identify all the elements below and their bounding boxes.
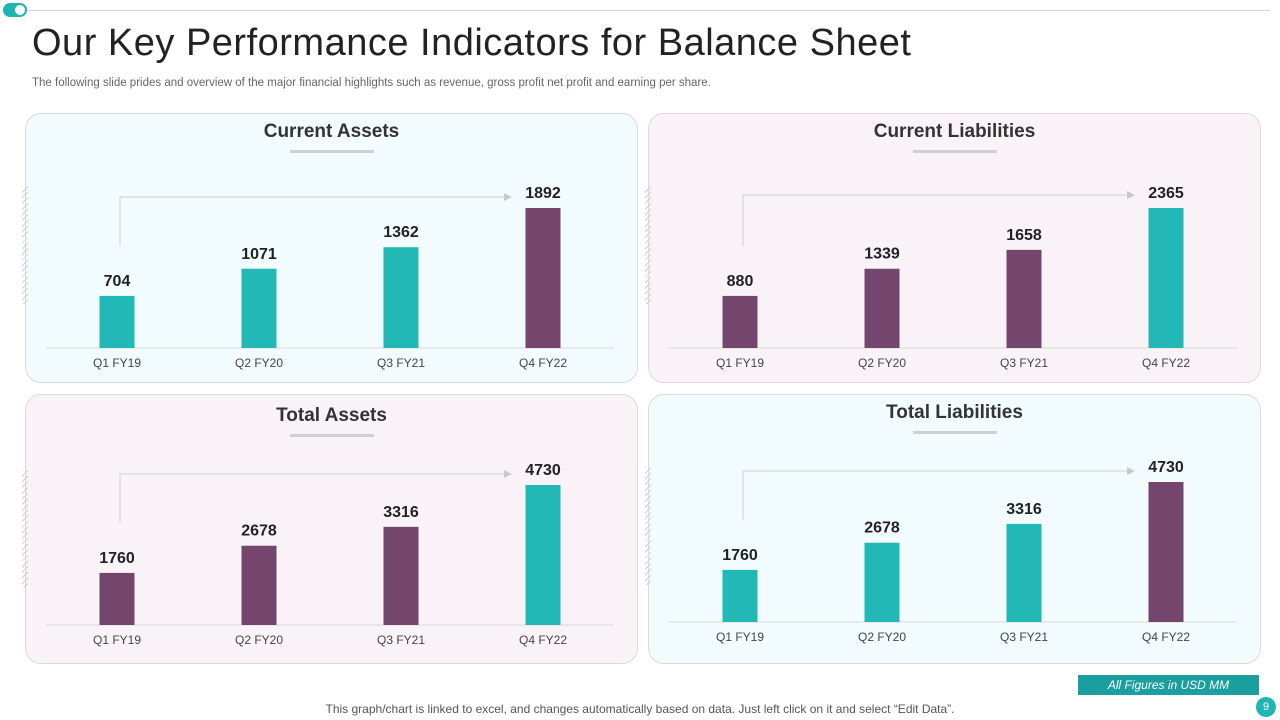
bar-q4-fy22[interactable] bbox=[525, 208, 561, 348]
trend-arrow bbox=[742, 467, 1135, 520]
chart-panel-total-liabilities[interactable]: Total Liabilities 1760 Q1 FY19 2678 Q2 FY20… bbox=[645, 394, 1261, 664]
bar-value-label: 1760 bbox=[99, 550, 135, 567]
x-tick-label: Q4 FY22 bbox=[519, 633, 567, 647]
bar-chart-total-assets[interactable]: 1760 Q1 FY19 2678 Q2 FY20 3316 Q3 FY21 4730 Q4 … bbox=[26, 395, 637, 663]
bar-q1-fy19[interactable] bbox=[722, 569, 758, 622]
chart-panel-current-liabilities[interactable]: Current Liabilities 880 Q1 FY19 1339 Q2 FY2… bbox=[645, 113, 1261, 383]
x-tick-label: Q3 FY21 bbox=[1000, 630, 1048, 644]
trend-arrow bbox=[119, 193, 512, 246]
bar-value-label: 1658 bbox=[1006, 227, 1042, 244]
bar-q4-fy22[interactable] bbox=[1148, 482, 1184, 622]
bar-value-label: 2678 bbox=[241, 523, 277, 540]
bar-q2-fy20[interactable] bbox=[864, 268, 900, 348]
top-divider bbox=[26, 10, 1270, 11]
x-tick-label: Q3 FY21 bbox=[377, 356, 425, 370]
bar-q1-fy19[interactable] bbox=[99, 295, 135, 348]
bar-chart-current-liabilities[interactable]: 880 Q1 FY19 1339 Q2 FY20 1658 Q3 FY21 2365 Q4 F… bbox=[649, 114, 1260, 382]
bar-value-label: 3316 bbox=[383, 504, 419, 521]
bar-value-label: 4730 bbox=[1148, 459, 1184, 476]
bar-value-label: 2678 bbox=[864, 520, 900, 537]
x-tick-label: Q4 FY22 bbox=[519, 356, 567, 370]
bar-value-label: 4730 bbox=[525, 462, 561, 479]
chart-title: Total Assets bbox=[276, 405, 387, 426]
page-subtitle: The following slide prides and overview … bbox=[32, 77, 711, 89]
title-underline bbox=[912, 431, 997, 434]
chart-title: Current Liabilities bbox=[873, 121, 1036, 142]
bar-value-label: 704 bbox=[104, 273, 131, 290]
all-figures-badge: All Figures in USD MM bbox=[1078, 675, 1259, 695]
x-tick-label: Q1 FY19 bbox=[716, 356, 764, 370]
bar-chart-current-assets[interactable]: 704 Q1 FY19 1071 Q2 FY20 1362 Q3 FY21 1892 Q4 F… bbox=[26, 114, 637, 382]
bar-q1-fy19[interactable] bbox=[99, 572, 135, 625]
x-tick-label: Q2 FY20 bbox=[235, 633, 283, 647]
bar-value-label: 1339 bbox=[864, 246, 900, 263]
bar-value-label: 1071 bbox=[241, 246, 277, 263]
chart-panel-total-assets[interactable]: Total Assets 1760 Q1 FY19 2678 Q2 FY20 3316 Q… bbox=[22, 394, 638, 664]
bar-q2-fy20[interactable] bbox=[241, 545, 277, 625]
trend-arrow bbox=[742, 191, 1135, 246]
bar-value-label: 1892 bbox=[525, 185, 561, 202]
x-tick-label: Q4 FY22 bbox=[1142, 356, 1190, 370]
title-underline bbox=[912, 150, 997, 153]
bar-q3-fy21[interactable] bbox=[383, 526, 419, 625]
bar-value-label: 1362 bbox=[383, 224, 419, 241]
bar-q3-fy21[interactable] bbox=[383, 247, 419, 348]
x-tick-label: Q2 FY20 bbox=[858, 630, 906, 644]
x-tick-label: Q2 FY20 bbox=[858, 356, 906, 370]
bar-value-label: 2365 bbox=[1148, 185, 1184, 202]
side-hatch-decoration bbox=[645, 186, 651, 304]
chart-title: Current Assets bbox=[263, 121, 400, 142]
bar-q3-fy21[interactable] bbox=[1006, 249, 1042, 348]
bar-chart-total-liabilities[interactable]: 1760 Q1 FY19 2678 Q2 FY20 3316 Q3 FY21 4730 Q4 … bbox=[649, 395, 1260, 663]
x-tick-label: Q3 FY21 bbox=[377, 633, 425, 647]
chart-title: Total Liabilities bbox=[886, 402, 1023, 423]
trend-arrow bbox=[119, 470, 512, 523]
x-tick-label: Q4 FY22 bbox=[1142, 630, 1190, 644]
bar-q1-fy19[interactable] bbox=[722, 295, 758, 348]
bar-q2-fy20[interactable] bbox=[864, 542, 900, 622]
title-underline bbox=[289, 150, 374, 153]
toggle-logo-icon bbox=[3, 3, 27, 17]
footer-note: This graph/chart is linked to excel, and… bbox=[325, 702, 955, 716]
side-hatch-decoration bbox=[22, 470, 28, 588]
title-underline bbox=[289, 434, 374, 437]
side-hatch-decoration bbox=[645, 467, 651, 585]
x-tick-label: Q1 FY19 bbox=[93, 356, 141, 370]
x-tick-label: Q2 FY20 bbox=[235, 356, 283, 370]
page-number: 9 bbox=[1256, 697, 1276, 717]
bar-value-label: 880 bbox=[727, 273, 754, 290]
chart-panel-current-assets[interactable]: Current Assets 704 Q1 FY19 1071 Q2 FY20 1362… bbox=[22, 113, 638, 383]
bar-value-label: 1760 bbox=[722, 547, 758, 564]
page-title: Our Key Performance Indicators for Balan… bbox=[32, 22, 912, 64]
bar-q2-fy20[interactable] bbox=[241, 268, 277, 348]
bar-value-label: 3316 bbox=[1006, 501, 1042, 518]
bar-q4-fy22[interactable] bbox=[1148, 208, 1184, 348]
x-tick-label: Q1 FY19 bbox=[716, 630, 764, 644]
x-tick-label: Q3 FY21 bbox=[1000, 356, 1048, 370]
x-tick-label: Q1 FY19 bbox=[93, 633, 141, 647]
side-hatch-decoration bbox=[22, 186, 28, 304]
bar-q4-fy22[interactable] bbox=[525, 485, 561, 625]
bar-q3-fy21[interactable] bbox=[1006, 523, 1042, 622]
